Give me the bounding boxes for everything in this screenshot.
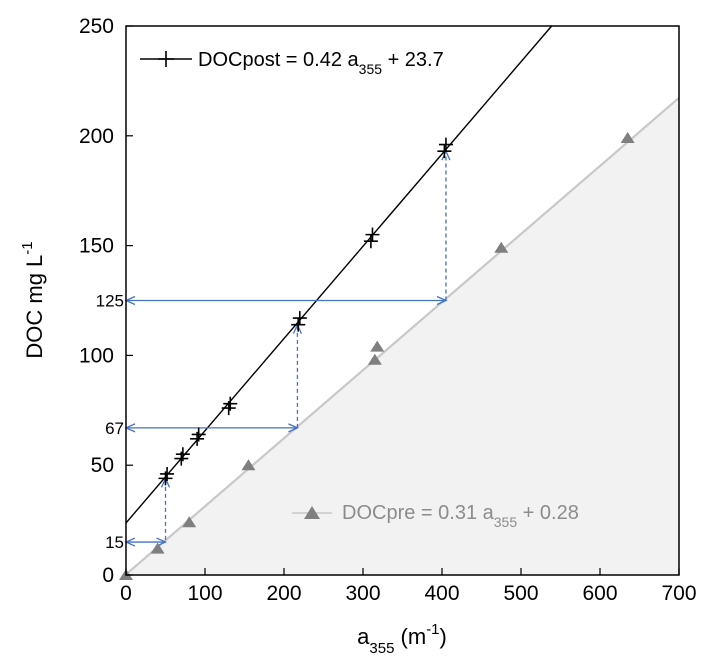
docpost-point xyxy=(437,144,452,159)
x-tick-label: 100 xyxy=(187,582,222,605)
y-reference-tick-label: 67 xyxy=(105,419,124,438)
y-axis-label: DOC mg L-1 xyxy=(19,241,47,358)
y-tick-label: 100 xyxy=(79,344,114,367)
plot-frame xyxy=(125,25,680,576)
docpost-point xyxy=(175,447,190,462)
docpost-point xyxy=(292,311,307,326)
x-tick-label: 700 xyxy=(661,582,696,605)
x-axis-label: a355 (m-1) xyxy=(357,621,447,656)
docpre-point xyxy=(370,340,385,352)
axis-ticks-layer: 0 100 200 300 400 500 600 700 0 50 100 150 200 250 15 6… xyxy=(79,15,697,605)
x-tick-label: 600 xyxy=(582,582,617,605)
docpost-point xyxy=(438,137,453,152)
y-tick-label: 250 xyxy=(79,15,114,38)
docpre-point xyxy=(241,459,256,471)
docpost-point xyxy=(291,317,306,332)
docpre-point xyxy=(367,353,382,365)
x-tick-label: 300 xyxy=(345,582,380,605)
docpre-fit-line xyxy=(125,97,680,576)
x-tick-label: 500 xyxy=(503,582,538,605)
legend-docpre: DOCpre = 0.31 a355 + 0.28 xyxy=(292,502,579,530)
docpre-point xyxy=(150,542,165,554)
x-tick-label: 200 xyxy=(266,582,301,605)
x-tick-label: 0 xyxy=(120,582,132,605)
legend-docpost: DOCpost = 0.42 a355 + 23.7 xyxy=(140,49,444,77)
docpost-point xyxy=(191,427,206,442)
legend-docpre-marker xyxy=(304,506,320,519)
docpost-point xyxy=(363,234,378,249)
docpost-point xyxy=(160,466,175,481)
docpost-point xyxy=(365,227,380,242)
legend-docpost-label: DOCpost = 0.42 a355 + 23.7 xyxy=(198,49,444,77)
docpre-point xyxy=(494,241,509,253)
y-reference-tick-label: 125 xyxy=(96,292,124,311)
reference-arrow-right xyxy=(156,537,168,547)
x-tick-label: 400 xyxy=(424,582,459,605)
y-tick-label: 200 xyxy=(79,125,114,148)
y-tick-label: 150 xyxy=(79,235,114,258)
docpre-point xyxy=(182,516,197,528)
y-reference-tick-label: 15 xyxy=(105,533,124,552)
legend-docpost-marker xyxy=(158,51,174,67)
docpre-point xyxy=(620,131,635,143)
y-tick-label: 0 xyxy=(102,564,114,587)
legend-docpre-label: DOCpre = 0.31 a355 + 0.28 xyxy=(342,502,579,530)
y-tick-label: 50 xyxy=(91,454,114,477)
docpost-point xyxy=(223,396,238,411)
